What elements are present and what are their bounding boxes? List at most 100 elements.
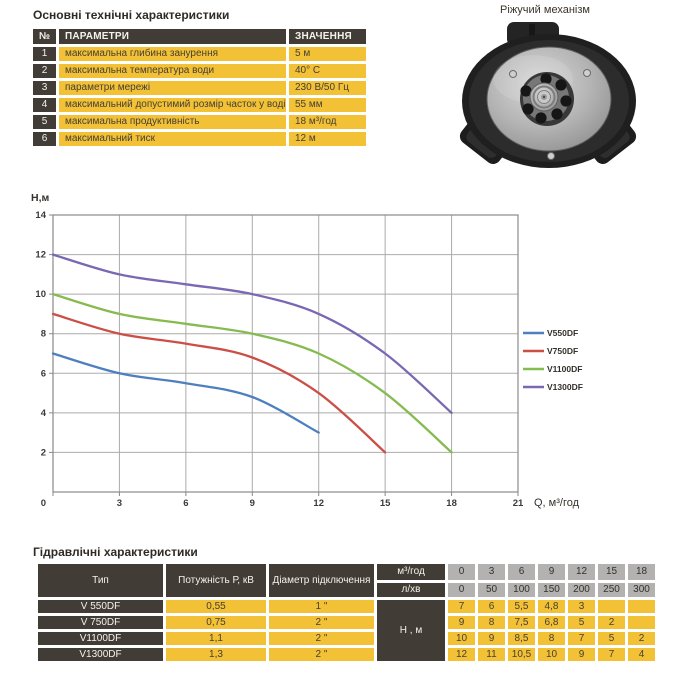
- tech-row-value: 5 м: [289, 47, 366, 61]
- hydraulic-table: Тип Потужність Р, кВ Діаметр підключення м³…: [38, 564, 655, 661]
- hydr-head-value: 9: [448, 616, 475, 629]
- tech-header-value: ЗНАЧЕННЯ: [289, 29, 366, 44]
- hydr-row-diameter: 2 ": [269, 648, 374, 661]
- hydr-head-value: 8: [538, 632, 565, 645]
- hydr-row-power: 0,55: [166, 600, 266, 613]
- hydr-flow-lmin-value: 0: [448, 583, 475, 597]
- x-tick-label: 12: [313, 498, 324, 509]
- hydr-head-value: 5: [568, 616, 595, 629]
- x-tick-label: 3: [117, 498, 122, 509]
- y-axis-title: Н,м: [31, 192, 50, 204]
- x-tick-label: 0: [41, 498, 46, 509]
- tech-header-param: ПАРАМЕТРИ: [59, 29, 286, 44]
- hydr-head-value: 4: [628, 648, 655, 661]
- hydr-head-value: 7: [448, 600, 475, 613]
- hydr-header-flow-m3h: м³/год: [377, 564, 445, 580]
- hydr-head-label: Н , м: [377, 600, 445, 661]
- tech-row-param: параметри мережі: [59, 81, 286, 95]
- hydr-flow-m3h-value: 9: [538, 564, 565, 580]
- hydr-header-flow-lmin: л/хв: [377, 583, 445, 597]
- tech-row-value: 55 мм: [289, 98, 366, 112]
- tech-row-value: 18 м³/год: [289, 115, 366, 129]
- hydr-head-value: 10,5: [508, 648, 535, 661]
- hydr-row-diameter: 2 ": [269, 616, 374, 629]
- tech-row-value: 12 м: [289, 132, 366, 146]
- hydr-head-value: 7: [568, 632, 595, 645]
- y-tick-label: 10: [35, 289, 46, 300]
- pump-curves-chart: 2 4 6 8 10 12 14 0 3 6 9 12 15 18 21 Н,м Q, м³/год V550DF…: [28, 188, 688, 523]
- y-tick-label: 12: [35, 250, 46, 261]
- hydr-head-value: 10: [538, 648, 565, 661]
- hydr-flow-m3h-value: 3: [478, 564, 505, 580]
- cutting-mechanism-block: Ріжучий механізм: [440, 4, 650, 173]
- hydr-head-value: 8,5: [508, 632, 535, 645]
- hydr-flow-lmin-value: 250: [598, 583, 625, 597]
- hydr-head-value: [628, 616, 655, 629]
- curve-V750DF: [51, 312, 387, 454]
- hydr-head-value: 8: [478, 616, 505, 629]
- hydr-flow-m3h-value: 15: [598, 564, 625, 580]
- hydr-head-value: 6,8: [538, 616, 565, 629]
- hydr-head-value: 5,5: [508, 600, 535, 613]
- hydr-flow-lmin-value: 150: [538, 583, 565, 597]
- y-tick-label: 4: [41, 408, 47, 419]
- legend-label-V550DF: V550DF: [547, 328, 578, 338]
- tech-row-num: 6: [33, 132, 56, 146]
- tech-table-title: Основні технічні характеристики: [33, 8, 230, 22]
- legend-label-V1100DF: V1100DF: [547, 364, 582, 374]
- hydr-flow-m3h-value: 0: [448, 564, 475, 580]
- tech-row-num: 2: [33, 64, 56, 78]
- hydr-head-value: 9: [568, 648, 595, 661]
- hydr-head-value: 2: [598, 616, 625, 629]
- hydr-row-diameter: 1 ": [269, 600, 374, 613]
- hydr-flow-lmin-value: 50: [478, 583, 505, 597]
- hydr-flow-m3h-value: 18: [628, 564, 655, 580]
- hydr-head-value: 10: [448, 632, 475, 645]
- chart-canvas: 2 4 6 8 10 12 14 0 3 6 9 12 15 18 21 Н,м Q, м³/год V550DF…: [31, 192, 583, 509]
- hydraulic-table-title: Гідравлічні характеристики: [33, 545, 198, 559]
- hydr-flow-m3h-value: 6: [508, 564, 535, 580]
- hydr-head-value: 7: [598, 648, 625, 661]
- tech-row-num: 4: [33, 98, 56, 112]
- tech-header-num: №: [33, 29, 56, 44]
- x-tick-label: 21: [513, 498, 524, 509]
- hydr-head-value: 4,8: [538, 600, 565, 613]
- hydr-header-type: Тип: [38, 564, 163, 597]
- cutting-mechanism-photo: [459, 22, 637, 168]
- hydr-head-value: [598, 600, 625, 613]
- hydr-row-power: 1,3: [166, 648, 266, 661]
- curve-V1100DF: [51, 292, 453, 454]
- hydr-head-value: 6: [478, 600, 505, 613]
- hydr-head-value: [628, 600, 655, 613]
- tech-row-num: 1: [33, 47, 56, 61]
- hydr-row-type: V1300DF: [38, 648, 163, 661]
- hydr-flow-lmin-value: 100: [508, 583, 535, 597]
- hydr-flow-lmin-value: 200: [568, 583, 595, 597]
- hydr-header-diameter: Діаметр підключення: [269, 564, 374, 597]
- curve-V550DF: [51, 352, 320, 434]
- tech-row-value: 40° С: [289, 64, 366, 78]
- tech-row-num: 3: [33, 81, 56, 95]
- tech-row-param: максимальна глибина занурення: [59, 47, 286, 61]
- tech-row-param: максимальний допустимий розмір часток у …: [59, 98, 286, 112]
- hydr-header-power: Потужність Р, кВ: [166, 564, 266, 597]
- hydr-head-value: 5: [598, 632, 625, 645]
- hydr-row-type: V 750DF: [38, 616, 163, 629]
- hydr-flow-m3h-value: 12: [568, 564, 595, 580]
- y-tick-label: 14: [35, 210, 46, 221]
- hydr-row-type: V1100DF: [38, 632, 163, 645]
- y-tick-label: 6: [41, 368, 46, 379]
- x-tick-label: 15: [380, 498, 391, 509]
- legend-label-V750DF: V750DF: [547, 346, 578, 356]
- y-tick-label: 8: [41, 329, 46, 340]
- y-tick-label: 2: [41, 447, 46, 458]
- hydr-head-value: 7,5: [508, 616, 535, 629]
- x-tick-label: 18: [446, 498, 457, 509]
- hydr-row-power: 1,1: [166, 632, 266, 645]
- hydr-flow-lmin-value: 300: [628, 583, 655, 597]
- x-tick-label: 6: [183, 498, 188, 509]
- tech-row-param: максимальна продуктивність: [59, 115, 286, 129]
- hydr-head-value: 11: [478, 648, 505, 661]
- hydr-head-value: 9: [478, 632, 505, 645]
